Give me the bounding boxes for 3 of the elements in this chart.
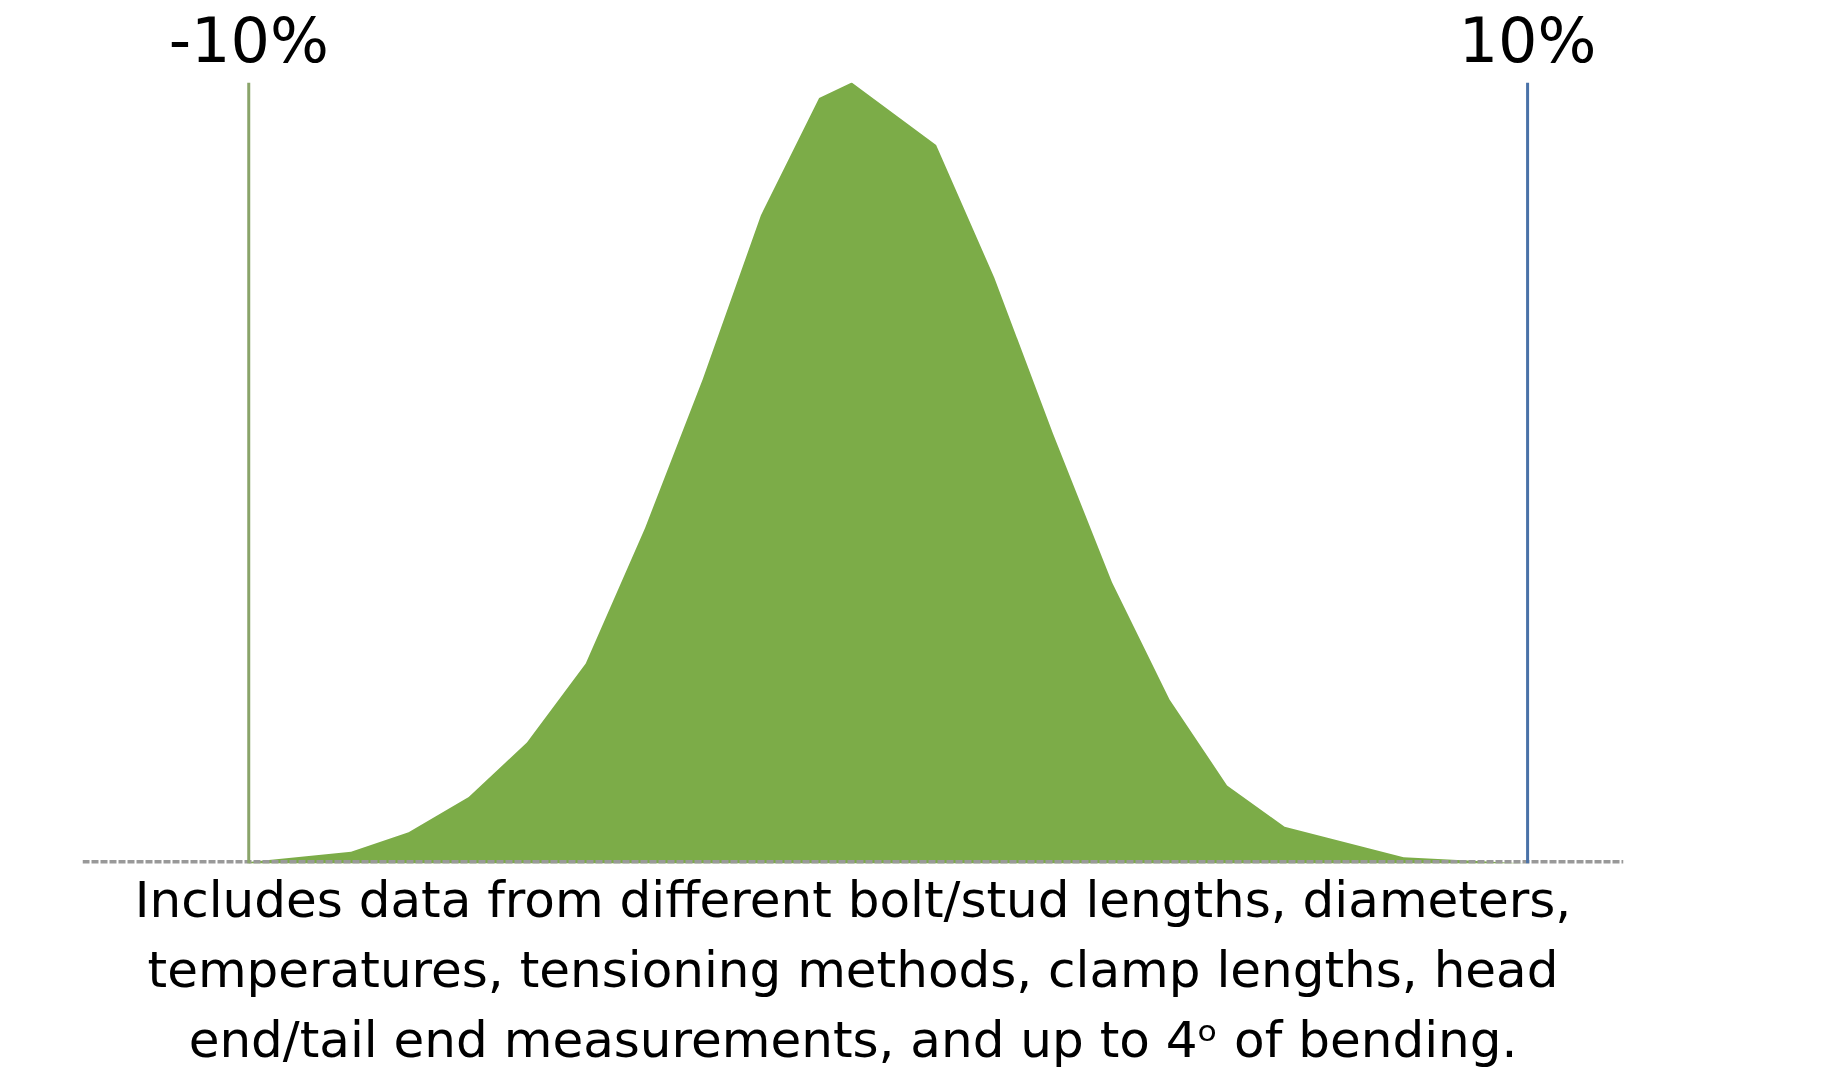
x-tick-label: -10% <box>168 3 329 77</box>
text: Includes data from different bolt/stud lengths, diameters, temperatures, tensioning methods, clamp lengths, head end/tail end measurements, and up to 4ᵒ of bending. <box>134 870 1572 1069</box>
x-tick-label: 10% <box>1458 3 1597 77</box>
